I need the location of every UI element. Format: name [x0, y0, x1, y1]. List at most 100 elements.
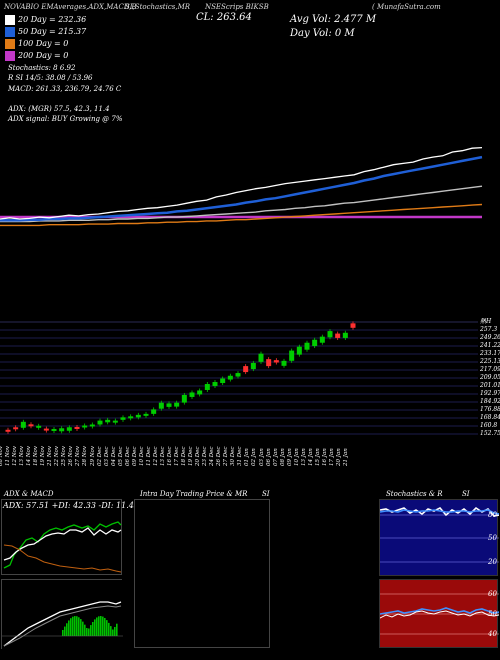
macd-histogram-bar — [64, 626, 66, 636]
stoch-tick-80: 80 — [488, 511, 497, 519]
adx-values: ADX: 57.51 +DI: 42.33 -DI: 11.42 — [3, 501, 139, 510]
macd-histogram-bar — [70, 618, 72, 636]
date-axis-label: 12 Nov — [12, 446, 19, 466]
macd-histogram-bar — [76, 616, 78, 636]
candle-body — [74, 426, 80, 429]
date-axis-label: 21 Jan — [343, 448, 349, 466]
rsi-tick-50: 50 — [488, 610, 497, 618]
price-axis-label: 225.13 — [480, 358, 500, 365]
candle-body — [250, 362, 256, 370]
ema20-swatch — [5, 15, 15, 25]
date-axis-label: 10 Jan — [293, 448, 300, 466]
date-axis-label: 18 Nov — [33, 446, 40, 466]
candle-body — [273, 360, 279, 363]
date-axis-label: 26 Nov — [68, 446, 75, 466]
price-axis-label: 176.88 — [480, 406, 500, 413]
date-axis-label: 25 Nov — [61, 446, 68, 466]
rsi-tick-60: 60 — [488, 590, 497, 598]
candlesticks — [5, 321, 356, 434]
date-axis-label: 21 Nov — [47, 446, 54, 466]
macd-histogram-bar — [98, 616, 100, 636]
date-axis-label: 02 Jan — [251, 448, 258, 466]
date-axis-label: 13 Dec — [159, 446, 166, 467]
date-axis-label: 14 Nov — [26, 446, 33, 466]
intraday-panel — [134, 499, 270, 648]
price-axis-label: 201.01 — [480, 382, 500, 389]
ema20-label: 20 Day = 232.36 — [18, 15, 87, 24]
ema100-line — [0, 203, 483, 227]
candle-body — [227, 375, 233, 380]
candle-body — [304, 342, 310, 350]
stochastics-readout: Stochastics: 8 6.92 — [8, 64, 76, 72]
macd-histogram-bar — [108, 622, 110, 636]
candle-body — [342, 332, 348, 338]
header-crumb-3: NSEScrips BIKSB — [205, 3, 269, 11]
candle-body — [266, 359, 272, 367]
date-axis-label: 09 Dec — [131, 446, 138, 467]
macd-histogram-bar — [80, 619, 82, 636]
macd-histogram-bar — [82, 621, 84, 636]
candle-body — [181, 394, 187, 403]
candle-body — [350, 323, 356, 328]
rsi-panel: 60 50 40 — [379, 579, 499, 648]
date-axis-label: 10 Dec — [138, 446, 145, 467]
header-crumb-4: ( MunafaSutra.com — [372, 3, 441, 11]
date-axis-label: 23 Dec — [202, 446, 209, 467]
header-crumb-2: SI,Stochastics,MR — [125, 3, 191, 11]
candle-body — [97, 420, 103, 425]
date-axis-label: 06 Dec — [124, 446, 131, 467]
date-axis-label: 16 Jan — [321, 448, 328, 466]
day-volume-label: Day Vol: 0 M — [290, 28, 355, 39]
ema-lines — [0, 146, 483, 227]
candle-body — [51, 428, 57, 431]
macd-panel — [1, 579, 123, 650]
candle-body — [204, 384, 210, 390]
ema50-line — [0, 185, 483, 223]
close-price-label: CL: 263.64 — [196, 12, 252, 23]
date-axis-label: 20 Dec — [195, 446, 202, 467]
date-axis-label: 03 Dec — [103, 446, 110, 467]
candle-body — [151, 409, 157, 414]
adx-signal-readout: ADX signal: BUY Growing @ 7% — [8, 115, 123, 123]
candle-body — [312, 339, 318, 347]
date-axis-label: 11 Dec — [145, 446, 152, 467]
date-axis-label: 18 Dec — [181, 446, 188, 467]
ema200-label: 200 Day = 0 — [18, 51, 69, 60]
candle-body — [212, 382, 218, 387]
macd-histogram-bar — [106, 620, 108, 636]
candle-body — [220, 378, 226, 384]
date-axis-label: 12 Dec — [152, 446, 159, 467]
macd-histogram-bar — [62, 630, 64, 636]
adx-readout: ADX: (MGR) 57.5, 42.3, 11.4 — [8, 105, 110, 113]
candle-body — [135, 414, 141, 418]
candle-body — [319, 336, 325, 343]
date-axis-label: 07 Jan — [272, 448, 279, 466]
date-axis-label: 04 Dec — [110, 446, 117, 467]
candle-body — [59, 428, 65, 432]
date-axis-label: 01 Jan — [244, 448, 251, 466]
si-title: SI — [262, 490, 270, 498]
macd-readout: MACD: 261.33, 236.79, 24.76 C — [8, 85, 122, 93]
candle-body — [189, 392, 195, 397]
candle-body — [158, 402, 164, 409]
date-axis-label: 27 Nov — [75, 446, 82, 466]
macd-histogram-bar — [104, 617, 106, 636]
candle-body — [28, 424, 34, 427]
candle-body — [143, 413, 149, 416]
macd-histogram-bar — [114, 626, 116, 636]
macd-histogram-bar — [92, 621, 94, 636]
date-axis-label: 09 Jan — [286, 448, 293, 466]
ema100-swatch — [5, 39, 15, 49]
date-axis-label: 14 Jan — [307, 448, 314, 466]
price-axis-label: 217.09 — [480, 366, 500, 373]
stochastics-panel: 80 50 20 — [379, 499, 499, 576]
macd-histogram-bar — [66, 623, 68, 636]
date-axis-label: 26 Dec — [216, 446, 223, 467]
ema100-label: 100 Day = 0 — [18, 39, 69, 48]
date-axis-label: 20 Jan — [335, 448, 342, 466]
price-axis-label: 257.3 — [480, 326, 498, 333]
candle-body — [197, 390, 203, 395]
price-gridlines — [0, 321, 478, 435]
rsi-tick-40: 40 — [488, 630, 497, 638]
candle-body — [128, 416, 134, 419]
